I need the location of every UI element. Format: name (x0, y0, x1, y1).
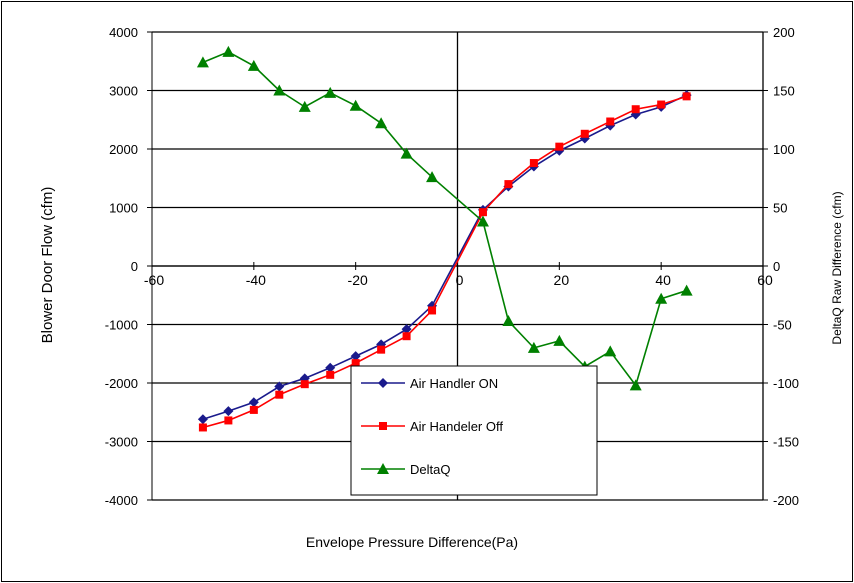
data-point (248, 397, 259, 408)
axes (147, 31, 768, 501)
data-point (273, 84, 286, 96)
x-tick-label: -40 (246, 272, 266, 288)
series-square (198, 92, 691, 432)
data-point (375, 117, 388, 129)
data-point (350, 351, 361, 362)
data-point (426, 171, 439, 183)
y2-tick-label: 150 (773, 84, 795, 99)
data-point (349, 99, 362, 111)
legend-label: Air Handler ON (410, 376, 498, 391)
data-point (428, 306, 437, 315)
data-point (402, 332, 411, 341)
data-point (351, 359, 360, 368)
x-tick-label: 40 (655, 272, 671, 288)
data-point (197, 414, 208, 425)
data-point (682, 92, 691, 101)
data-point (324, 86, 337, 98)
x-tick-label: 0 (456, 272, 464, 288)
y2-tick-label: -200 (773, 493, 799, 508)
y2-tick-label: -50 (773, 318, 792, 333)
series-layer (196, 45, 693, 432)
y-axis-label: Blower Door Flow (cfm) (39, 187, 56, 344)
y-tick-label: 1000 (109, 201, 138, 216)
data-point (606, 117, 615, 126)
legend: Air Handler ON Air Handeler Off DeltaQ (350, 365, 598, 496)
y2-tick-label: 0 (773, 259, 780, 274)
data-point (476, 215, 489, 227)
data-point (300, 380, 309, 389)
data-point (196, 56, 209, 68)
data-point (222, 45, 235, 57)
x-tick-label: -20 (348, 272, 368, 288)
data-point (249, 405, 258, 414)
legend-label: Air Handeler Off (410, 419, 503, 434)
y-tick-label: -2000 (105, 376, 138, 391)
y-tick-label: 4000 (109, 25, 138, 40)
series-triangle (196, 45, 693, 391)
legend-label: DeltaQ (410, 462, 450, 477)
data-point (555, 142, 564, 151)
data-point (326, 370, 335, 379)
data-point (680, 284, 693, 296)
data-point (604, 345, 617, 357)
legend-box (350, 365, 598, 496)
data-point (224, 416, 233, 425)
y-tick-label: 0 (131, 259, 138, 274)
y2-tick-label: -100 (773, 376, 799, 391)
legend-swatch-marker (378, 378, 388, 388)
x-tick-label: 60 (757, 272, 773, 288)
legend-swatch-marker (379, 422, 387, 430)
legend-item: Air Handler ON (361, 376, 498, 391)
y2-tick-label: 200 (773, 25, 795, 40)
data-point (400, 147, 413, 159)
data-point (657, 100, 666, 109)
data-point (377, 345, 386, 354)
data-point (502, 314, 515, 326)
data-point (631, 105, 640, 114)
y-tick-label: -1000 (105, 318, 138, 333)
x-tick-label: 20 (554, 272, 570, 288)
data-point (629, 379, 642, 391)
data-point (580, 129, 589, 138)
x-tick-label: -60 (144, 272, 164, 288)
data-point (478, 208, 487, 217)
data-point (298, 100, 311, 112)
data-point (275, 390, 284, 399)
data-point (504, 180, 513, 189)
tick-labels: -60 -40 -20 0 20 40 60-4000-3000-2000-10000100… (105, 25, 799, 508)
data-point (401, 324, 412, 335)
y2-axis-label: DeltaQ Raw Difference (cfm) (830, 191, 844, 344)
data-point (274, 381, 285, 392)
data-point (527, 341, 540, 353)
data-point (198, 423, 207, 432)
data-point (325, 362, 336, 373)
y2-tick-label: -150 (773, 435, 799, 450)
y-tick-label: 3000 (109, 84, 138, 99)
y-tick-label: 2000 (109, 142, 138, 157)
x-axis-label: Envelope Pressure Difference(Pa) (306, 534, 518, 550)
y-tick-label: -3000 (105, 435, 138, 450)
data-point (223, 406, 234, 417)
y-tick-label: -4000 (105, 493, 138, 508)
data-point (553, 334, 566, 346)
data-point (529, 159, 538, 168)
data-point (655, 292, 668, 304)
y2-tick-label: 100 (773, 142, 795, 157)
legend-swatch-marker (377, 463, 389, 474)
legend-item: Air Handeler Off (361, 419, 503, 434)
y2-tick-label: 50 (773, 201, 787, 216)
data-point (247, 59, 260, 71)
legend-item: DeltaQ (361, 462, 450, 477)
